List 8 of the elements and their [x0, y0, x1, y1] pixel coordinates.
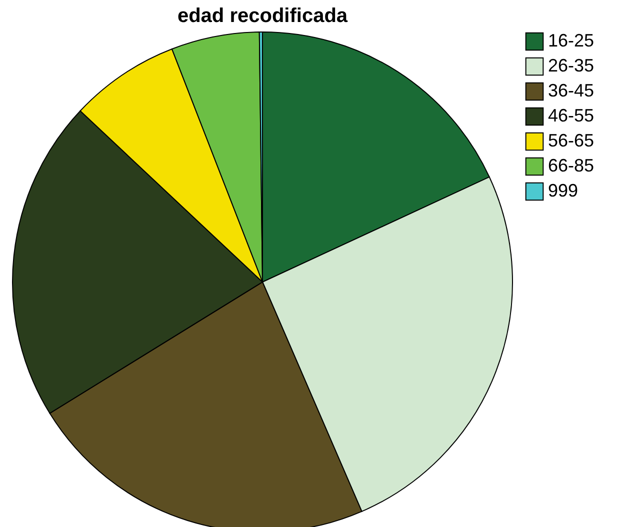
legend-label: 36-45 [548, 80, 594, 100]
legend-label: 999 [548, 180, 578, 200]
legend-label: 56-65 [548, 130, 594, 150]
legend-label: 66-85 [548, 156, 594, 176]
legend-label: 46-55 [548, 106, 594, 126]
legend-label: 16-25 [548, 30, 594, 50]
chart-title: edad recodificada [177, 5, 348, 27]
legend-label: 26-35 [548, 56, 594, 76]
